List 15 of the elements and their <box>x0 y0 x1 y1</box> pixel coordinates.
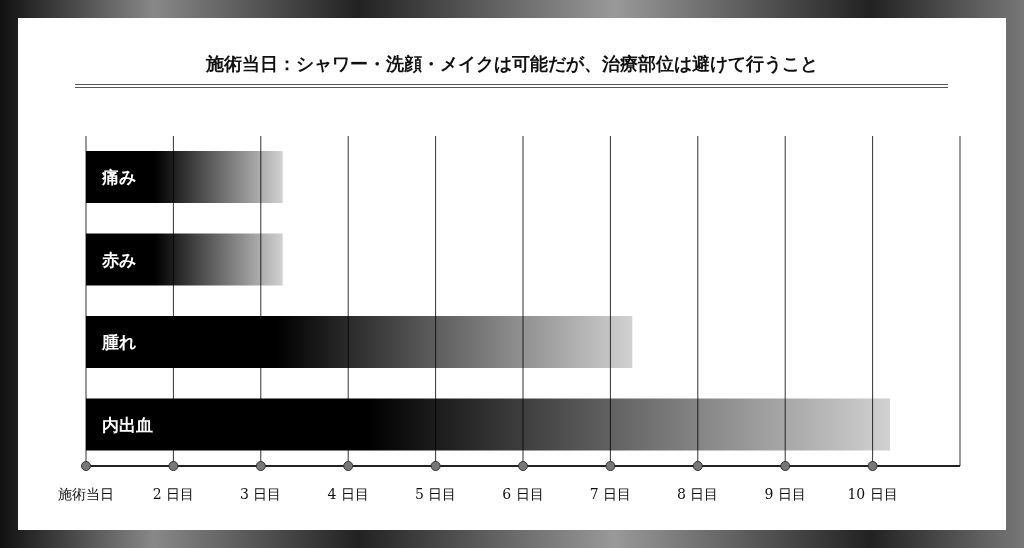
x-tick-label: 2 日目 <box>152 486 195 502</box>
x-tick-label: 施術当日 <box>58 486 114 502</box>
x-tick-label: 6 日目 <box>502 486 544 502</box>
y-tick-label: 内出血 <box>102 414 153 435</box>
x-tick-label: 10 日目 <box>847 486 898 502</box>
x-tick-label: 9 日目 <box>764 486 806 502</box>
x-tick-label: 3 日目 <box>240 486 282 502</box>
x-tick-label: 4 日目 <box>327 486 369 502</box>
chart-title: 施術当日：シャワー・洗顔・メイクは可能だが、治療部位は避けて行うこと <box>205 52 819 76</box>
y-tick-label: 腫れ <box>101 332 136 352</box>
x-tick-label: 8 日目 <box>677 486 719 502</box>
x-tick-label: 5 日目 <box>414 486 457 502</box>
x-tick-label: 7 日目 <box>589 486 632 502</box>
y-tick-label: 赤み <box>101 249 136 270</box>
y-tick-label: 痛み <box>101 167 136 187</box>
